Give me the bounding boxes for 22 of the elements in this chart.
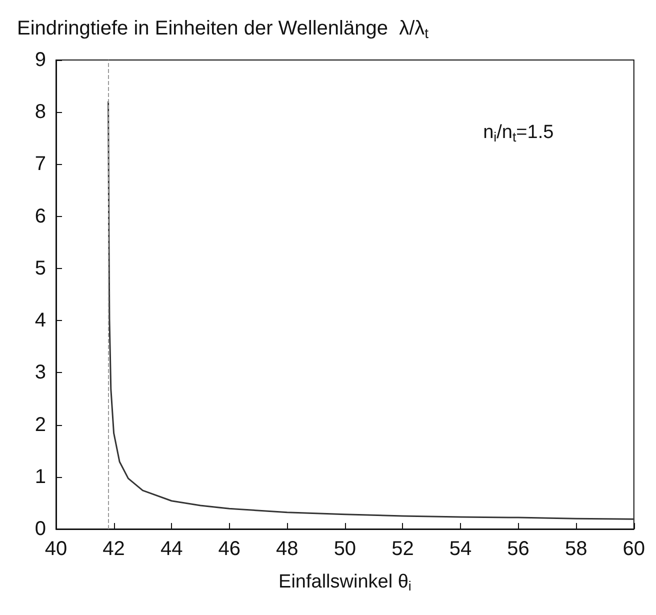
y-tick-label: 8 [34,101,46,124]
x-tick-label: 44 [160,538,183,560]
x-tick-label: 58 [564,538,588,560]
y-tick-label: 1 [34,466,46,488]
y-tick-label: 4 [34,310,46,332]
x-tick-label: 48 [276,538,298,560]
y-tick-label: 2 [34,414,46,436]
line-series [108,100,635,520]
x-tick-label: 52 [392,538,414,560]
x-tick-label: 46 [218,538,240,560]
y-tick-label: 5 [34,257,46,280]
y-tick-label: 7 [34,153,46,176]
x-tick-label: 60 [622,538,645,560]
y-tick-label: 9 [34,49,46,71]
x-tick-label: 56 [507,538,530,560]
y-tick-label: 3 [34,362,46,384]
y-tick-label: 6 [34,205,46,228]
x-tick-label: 40 [44,538,68,560]
y-tick-label: 0 [34,518,46,540]
x-tick-label: 42 [102,538,125,560]
x-tick-label: 50 [334,538,356,560]
x-tick-label: 54 [449,538,472,560]
